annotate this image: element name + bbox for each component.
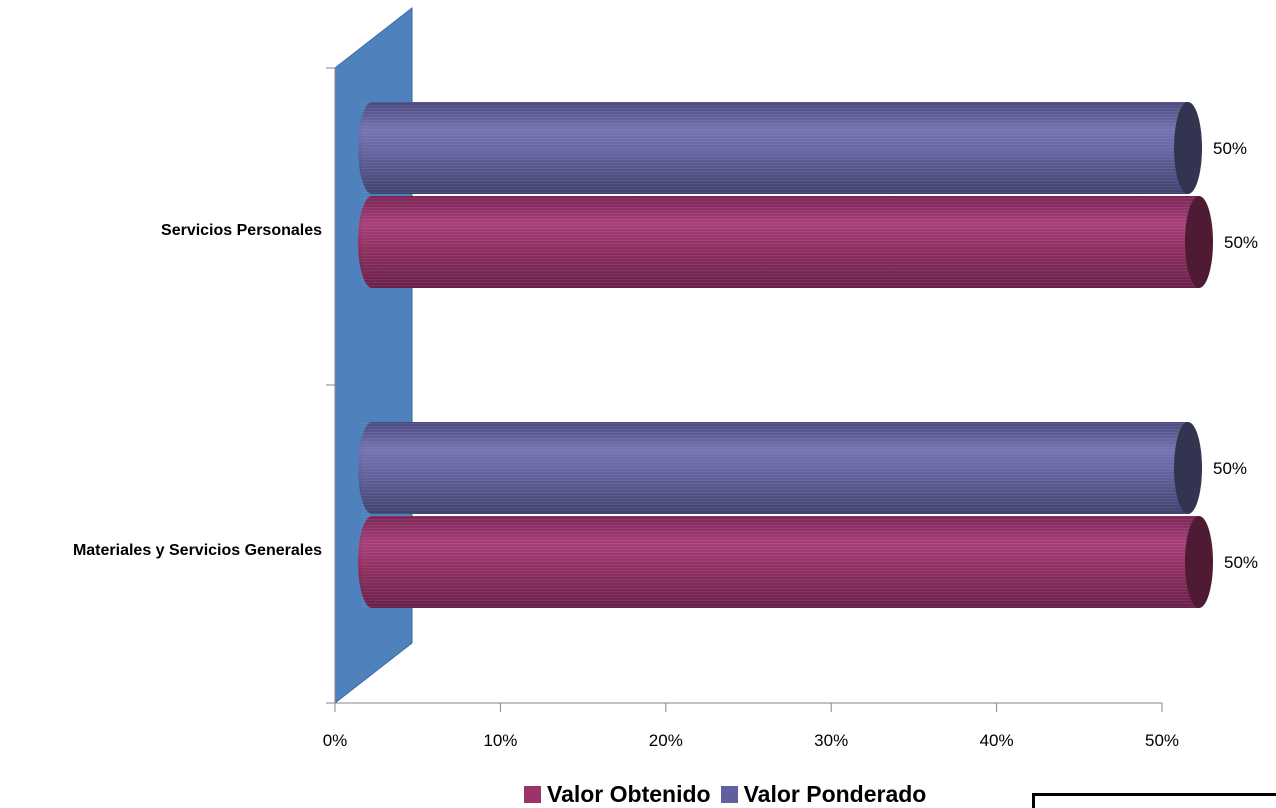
x-tick-label: 30% (814, 731, 848, 750)
category-labels: Servicios Personales Materiales y Servici… (73, 222, 322, 559)
bar-valor-obtenido-servicios-personales: 50% (358, 196, 1258, 288)
bar-texture (362, 422, 1188, 514)
bar-valor-obtenido-materiales-y-servicios-generales: 50% (358, 516, 1258, 608)
chart-legend: Valor Obtenido Valor Ponderado (524, 780, 936, 808)
x-tick-label: 0% (323, 731, 348, 750)
legend-item-valor-ponderado: Valor Ponderado (720, 780, 927, 808)
x-tick-label: 40% (980, 731, 1014, 750)
data-label-valor-obtenido-materiales-y-servicios-generales: 50% (1224, 553, 1258, 572)
bar-valor-ponderado-materiales-y-servicios-generales: 50% (358, 422, 1247, 514)
corner-frame (1032, 793, 1276, 808)
bar-end-cap (1174, 422, 1202, 514)
bar-end-cap (1185, 196, 1213, 288)
bar-valor-ponderado-servicios-personales: 50% (358, 102, 1247, 194)
bar-texture (362, 102, 1188, 194)
category-label-materiales-y-servicios-generales: Materiales y Servicios Generales (73, 542, 322, 559)
legend-label-valor-obtenido: Valor Obtenido (547, 780, 711, 807)
legend-item-valor-obtenido: Valor Obtenido (524, 781, 711, 808)
bar-end-cap (1185, 516, 1213, 608)
bar-texture (362, 516, 1199, 608)
data-label-valor-obtenido-servicios-personales: 50% (1224, 233, 1258, 252)
x-tick-label: 20% (649, 731, 683, 750)
bar-end-cap (1174, 102, 1202, 194)
data-label-valor-ponderado-servicios-personales: 50% (1213, 139, 1247, 158)
x-axis-ticks: 0% 10% 20% 30% 40% 50% (323, 703, 1179, 750)
legend-swatch-valor-ponderado (720, 785, 738, 803)
x-tick-label: 10% (483, 731, 517, 750)
category-label-servicios-personales: Servicios Personales (161, 222, 322, 239)
data-label-valor-ponderado-materiales-y-servicios-generales: 50% (1213, 459, 1247, 478)
bar-texture (362, 196, 1199, 288)
bars-group: 50% 50% 50% 50% (358, 102, 1258, 608)
x-tick-label: 50% (1145, 731, 1179, 750)
legend-label-valor-ponderado: Valor Ponderado (743, 780, 927, 807)
legend-swatch-valor-obtenido (524, 785, 541, 803)
